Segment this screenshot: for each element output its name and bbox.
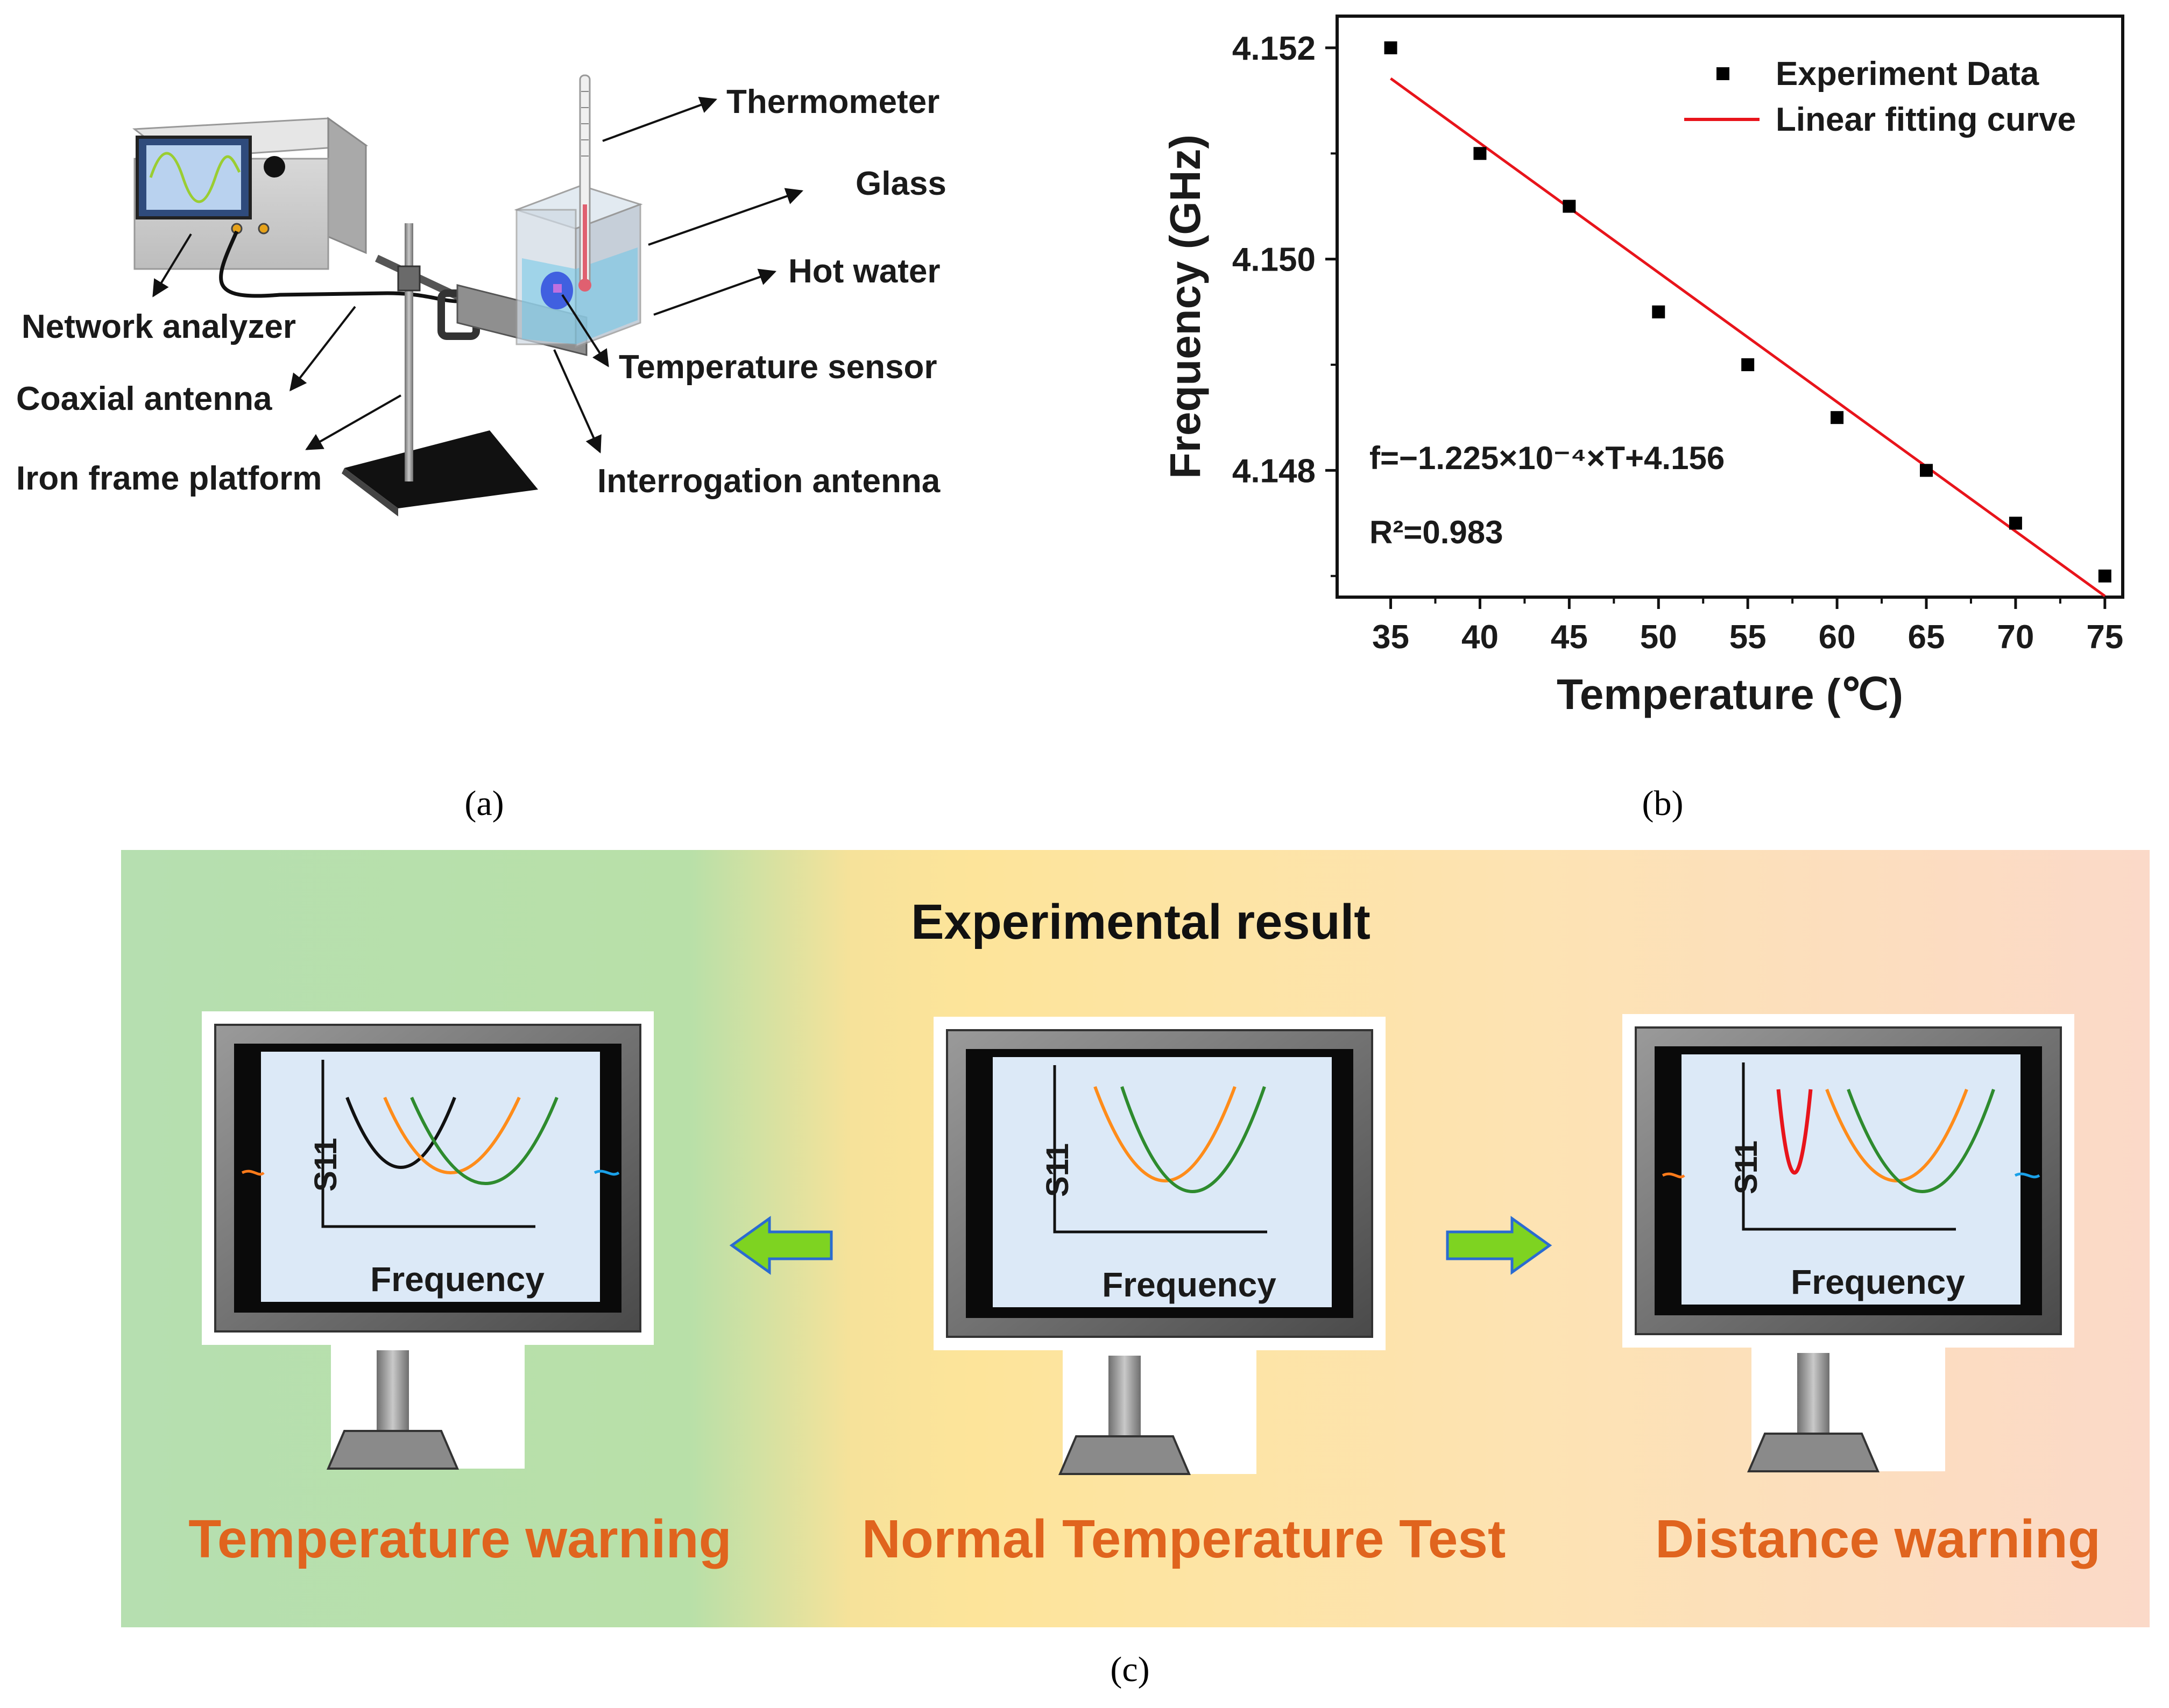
data-point <box>1831 411 1844 424</box>
fit-line <box>1390 77 2106 598</box>
x-tick-label: 70 <box>1997 619 2034 656</box>
label-iron-frame-platform: Iron frame platform <box>16 460 322 497</box>
data-point <box>1652 305 1665 318</box>
chart-points-group <box>1384 41 2111 583</box>
arrow-left-to-temperature-warning <box>729 1216 833 1275</box>
label-temperature-sensor: Temperature sensor <box>619 349 937 386</box>
x-tick-label: 75 <box>2086 619 2123 656</box>
chart-x-axis-label: Temperature (℃) <box>1557 670 1903 718</box>
data-point <box>2098 569 2111 583</box>
network-analyzer-illustration <box>132 117 369 270</box>
chart-y-axis-label: Frequency (GHz) <box>1161 134 1209 479</box>
x-tick-label: 65 <box>1908 619 1945 656</box>
monitor-screen-left <box>261 1052 600 1302</box>
monitor-center-ylabel: S11 <box>1040 1143 1075 1197</box>
annotation-equation: f=−1.225×10⁻⁴×T+4.156 <box>1369 440 1725 476</box>
label-glass: Glass <box>856 165 946 202</box>
annotation-r-squared: R²=0.983 <box>1369 514 1503 550</box>
legend-marker-experiment <box>1716 67 1729 80</box>
caption-c: (c) <box>1110 1650 1149 1689</box>
x-tick-label: 60 <box>1819 619 1856 656</box>
monitor-center-xlabel: Frequency <box>1102 1265 1276 1304</box>
x-tick-label: 40 <box>1461 619 1499 656</box>
data-point <box>1384 41 1397 54</box>
label-hot-water: Hot water <box>788 253 940 290</box>
label-thermometer: Thermometer <box>726 83 939 121</box>
arrow-right-to-distance-warning <box>1446 1216 1552 1275</box>
data-point <box>1741 358 1755 371</box>
label-distance-warning: Distance warning <box>1655 1509 2101 1569</box>
y-tick-label: 4.150 <box>1232 242 1316 279</box>
panel-a-setup-diagram: Thermometer Glass Hot water Network anal… <box>16 74 946 823</box>
data-point <box>1473 147 1487 160</box>
caption-b: (b) <box>1642 784 1684 823</box>
data-point <box>1920 464 1933 477</box>
label-temperature-warning: Temperature warning <box>188 1509 731 1569</box>
label-coaxial-antenna: Coaxial antenna <box>16 380 272 417</box>
thermometer-illustration <box>578 74 591 292</box>
monitor-right-ylabel: S11 <box>1729 1140 1764 1194</box>
iron-frame-platform-illustration <box>342 223 538 516</box>
caption-a: (a) <box>464 784 504 823</box>
label-network-analyzer: Network analyzer <box>22 308 296 345</box>
monitor-temperature-warning: S11 Frequency <box>202 1011 654 1470</box>
chart-frame <box>1336 15 2124 599</box>
label-normal-temperature-test: Normal Temperature Test <box>862 1509 1506 1569</box>
monitor-left-ylabel: S11 <box>308 1138 343 1192</box>
label-interrogation-antenna: Interrogation antenna <box>597 463 941 500</box>
monitor-right-xlabel: Frequency <box>1791 1263 1965 1301</box>
monitor-left-xlabel: Frequency <box>370 1260 545 1299</box>
legend-label-experiment: Experiment Data <box>1776 55 2039 93</box>
y-tick-label: 4.148 <box>1232 452 1316 490</box>
monitor-distance-warning: S11 Frequency <box>1622 1014 2074 1472</box>
panel-c-experimental-result: Experimental result S11 Frequency <box>121 850 2150 1689</box>
x-tick-label: 55 <box>1729 619 1767 656</box>
chart-ticks: 35 40 45 50 55 60 65 70 75 4.148 4.150 4.152 <box>1232 30 2123 656</box>
y-tick-label: 4.152 <box>1232 30 1316 67</box>
monitor-normal-temperature-test: S11 Frequency <box>934 1017 1386 1475</box>
x-tick-label: 50 <box>1640 619 1677 656</box>
x-tick-label: 35 <box>1372 619 1409 656</box>
data-point <box>1563 200 1576 213</box>
panel-b-chart: 35 40 45 50 55 60 65 70 75 4.148 4.150 4.152 Temper… <box>1161 15 2124 823</box>
data-point <box>2009 516 2022 530</box>
x-tick-label: 45 <box>1551 619 1588 656</box>
panel-c-title: Experimental result <box>911 895 1370 949</box>
legend-label-fit: Linear fitting curve <box>1776 101 2076 138</box>
glass-container-illustration <box>514 185 643 349</box>
chart-fit-line-group <box>1390 77 2106 598</box>
